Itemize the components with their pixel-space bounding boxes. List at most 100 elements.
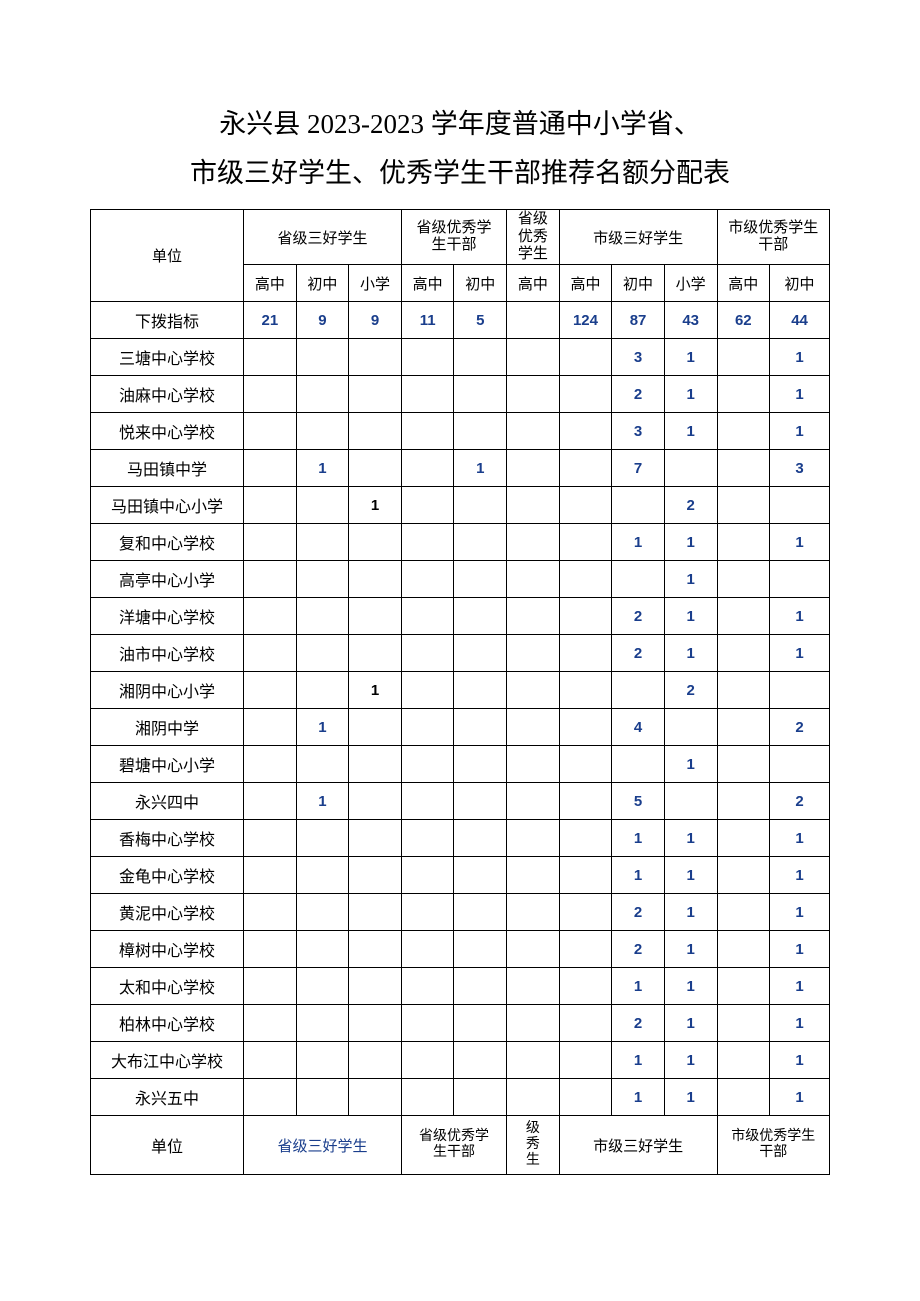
table-row: 油市中心学校211	[91, 635, 830, 672]
row-unit-name: 金龟中心学校	[91, 857, 244, 894]
header-group-5: 市级优秀学生 干部	[717, 210, 830, 265]
row-unit-name: 湘阴中心小学	[91, 672, 244, 709]
cell-g4_gz	[559, 672, 612, 709]
quota-g5-cz: 44	[770, 302, 830, 339]
cell-g3_gz	[507, 1042, 560, 1079]
cell-g3_gz	[507, 413, 560, 450]
cell-g2_gz	[401, 487, 454, 524]
cell-g1_xx	[349, 1005, 402, 1042]
quota-g1-xx: 9	[349, 302, 402, 339]
header-unit: 单位	[91, 210, 244, 302]
cell-g1_gz	[244, 709, 297, 746]
cell-g4_gz	[559, 857, 612, 894]
cell-g1_gz	[244, 598, 297, 635]
table-row: 高亭中心小学1	[91, 561, 830, 598]
row-unit-name: 油麻中心学校	[91, 376, 244, 413]
cell-g2_gz	[401, 413, 454, 450]
cell-g2_gz	[401, 561, 454, 598]
row-unit-name: 大布江中心学校	[91, 1042, 244, 1079]
cell-g2_gz	[401, 820, 454, 857]
row-unit-name: 洋塘中心学校	[91, 598, 244, 635]
cell-g2_cz	[454, 413, 507, 450]
cell-g4_xx: 2	[664, 672, 717, 709]
cell-g2_gz	[401, 339, 454, 376]
cell-g1_gz	[244, 931, 297, 968]
sub-g4-xx: 小学	[664, 265, 717, 302]
sub-g1-cz: 初中	[296, 265, 349, 302]
cell-g5_cz: 1	[770, 376, 830, 413]
cell-g2_cz	[454, 598, 507, 635]
cell-g1_xx	[349, 894, 402, 931]
cell-g4_xx: 1	[664, 376, 717, 413]
row-unit-name: 复和中心学校	[91, 524, 244, 561]
cell-g4_gz	[559, 746, 612, 783]
cell-g1_cz	[296, 894, 349, 931]
table-row: 金龟中心学校111	[91, 857, 830, 894]
sub-g1-gz: 高中	[244, 265, 297, 302]
cell-g1_cz	[296, 1042, 349, 1079]
cell-g1_gz	[244, 450, 297, 487]
cell-g4_gz	[559, 450, 612, 487]
cell-g4_cz: 2	[612, 376, 665, 413]
cell-g4_cz: 5	[612, 783, 665, 820]
cell-g1_gz	[244, 672, 297, 709]
cell-g1_xx	[349, 524, 402, 561]
cell-g1_xx	[349, 376, 402, 413]
cell-g1_cz	[296, 561, 349, 598]
cell-g1_cz	[296, 339, 349, 376]
table-row: 大布江中心学校111	[91, 1042, 830, 1079]
cell-g5_gz	[717, 598, 770, 635]
cell-g2_gz	[401, 450, 454, 487]
cell-g3_gz	[507, 1005, 560, 1042]
table-row: 香梅中心学校111	[91, 820, 830, 857]
cell-g4_cz: 1	[612, 857, 665, 894]
cell-g1_gz	[244, 1042, 297, 1079]
cell-g4_xx: 1	[664, 894, 717, 931]
cell-g3_gz	[507, 487, 560, 524]
cell-g5_gz	[717, 857, 770, 894]
cell-g1_xx: 1	[349, 487, 402, 524]
quota-g4-gz: 124	[559, 302, 612, 339]
cell-g5_cz	[770, 672, 830, 709]
row-unit-name: 永兴四中	[91, 783, 244, 820]
cell-g1_cz	[296, 598, 349, 635]
sub-g2-gz: 高中	[401, 265, 454, 302]
cell-g2_gz	[401, 709, 454, 746]
cell-g4_cz: 2	[612, 894, 665, 931]
quota-g5-gz: 62	[717, 302, 770, 339]
cell-g5_gz	[717, 931, 770, 968]
table-row: 黄泥中心学校211	[91, 894, 830, 931]
cell-g1_cz	[296, 746, 349, 783]
page-title: 永兴县 2023-2023 学年度普通中小学省、 市级三好学生、优秀学生干部推荐…	[90, 100, 830, 197]
sub-g2-cz: 初中	[454, 265, 507, 302]
cell-g5_gz	[717, 1042, 770, 1079]
cell-g1_gz	[244, 561, 297, 598]
cell-g4_xx: 1	[664, 746, 717, 783]
cell-g5_gz	[717, 820, 770, 857]
cell-g5_gz	[717, 376, 770, 413]
cell-g3_gz	[507, 672, 560, 709]
cell-g4_gz	[559, 709, 612, 746]
cell-g4_xx: 1	[664, 1005, 717, 1042]
cell-g1_gz	[244, 635, 297, 672]
cell-g2_cz: 1	[454, 450, 507, 487]
cell-g2_cz	[454, 857, 507, 894]
cell-g2_cz	[454, 635, 507, 672]
cell-g2_cz	[454, 524, 507, 561]
sub-g5-gz: 高中	[717, 265, 770, 302]
header-row-1: 单位 省级三好学生 省级优秀学 生干部 省级 优秀 学生 市级三好学生 市级优秀…	[91, 210, 830, 265]
cell-g3_gz	[507, 968, 560, 1005]
header-group-2: 省级优秀学 生干部	[401, 210, 506, 265]
cell-g2_cz	[454, 931, 507, 968]
cell-g2_cz	[454, 709, 507, 746]
cell-g5_gz	[717, 413, 770, 450]
cell-g5_cz	[770, 746, 830, 783]
cell-g3_gz	[507, 783, 560, 820]
cell-g5_cz: 1	[770, 635, 830, 672]
cell-g1_cz: 1	[296, 450, 349, 487]
cell-g2_gz	[401, 1042, 454, 1079]
table-row: 油麻中心学校211	[91, 376, 830, 413]
cell-g1_xx: 1	[349, 672, 402, 709]
cell-g1_cz	[296, 931, 349, 968]
cell-g1_gz	[244, 968, 297, 1005]
